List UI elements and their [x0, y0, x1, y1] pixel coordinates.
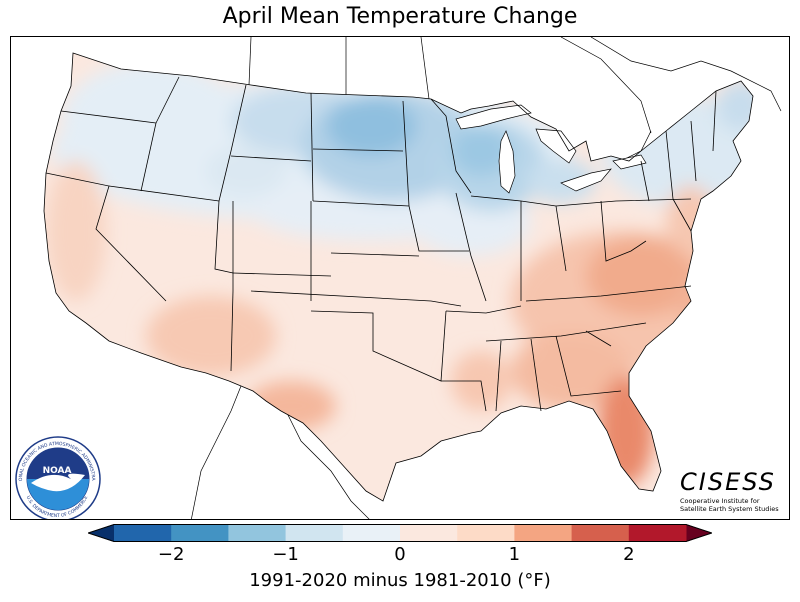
colorbar-tick-label: 0	[394, 544, 406, 565]
colorbar-tick-label: 2	[623, 544, 635, 565]
cisess-subtitle-1: Cooperative Institute for	[680, 497, 760, 505]
colorbar-outline	[88, 524, 712, 542]
temperature-change-map	[15, 37, 782, 519]
colorbar-swatch	[571, 524, 630, 542]
cisess-subtitle-2: Satellite Earth System Studies	[680, 505, 779, 513]
colorbar-extend-low	[88, 524, 114, 542]
colorbar-extend-high	[686, 524, 712, 542]
colorbar-swatch	[171, 524, 229, 542]
cisess-name: CISESS	[680, 468, 776, 496]
colorbar-swatch	[400, 524, 458, 542]
colorbar-tick-label: −2	[157, 544, 185, 565]
colorbar-swatch	[457, 524, 515, 542]
great-lakes	[455, 104, 647, 194]
colorbar	[88, 524, 712, 542]
noaa-emblem-icon: NATIONAL OCEANIC AND ATMOSPHERIC ADMINIS…	[12, 433, 96, 519]
colorbar-swatch	[114, 524, 172, 542]
colorbar-tick-label: 1	[508, 544, 521, 565]
noaa-logo	[15, 436, 101, 519]
noaa-seal: NATIONAL OCEANIC AND ATMOSPHERIC ADMINIS…	[12, 433, 100, 523]
colorbar-label: 1991-2020 minus 1981-2010 (°F)	[249, 570, 551, 591]
colorbar-swatch	[514, 524, 573, 542]
colorbar-swatch	[228, 524, 287, 542]
svg-text:NOAA: NOAA	[43, 466, 72, 476]
anomaly-field	[44, 53, 753, 501]
colorbar-swatch	[285, 524, 344, 542]
cisess-logo: CISESS Cooperative Institute for Satelli…	[680, 470, 780, 513]
colorbar-swatch	[342, 524, 401, 542]
state-boundaries	[43, 52, 754, 502]
map-title: April Mean Temperature Change	[222, 4, 578, 29]
colorbar-swatch	[628, 524, 687, 542]
map-panel	[10, 36, 790, 520]
colorbar-tick-label: −1	[272, 544, 299, 565]
svg-text:U.S. DEPARTMENT OF COMMERCE: U.S. DEPARTMENT OF COMMERCE	[25, 495, 90, 519]
